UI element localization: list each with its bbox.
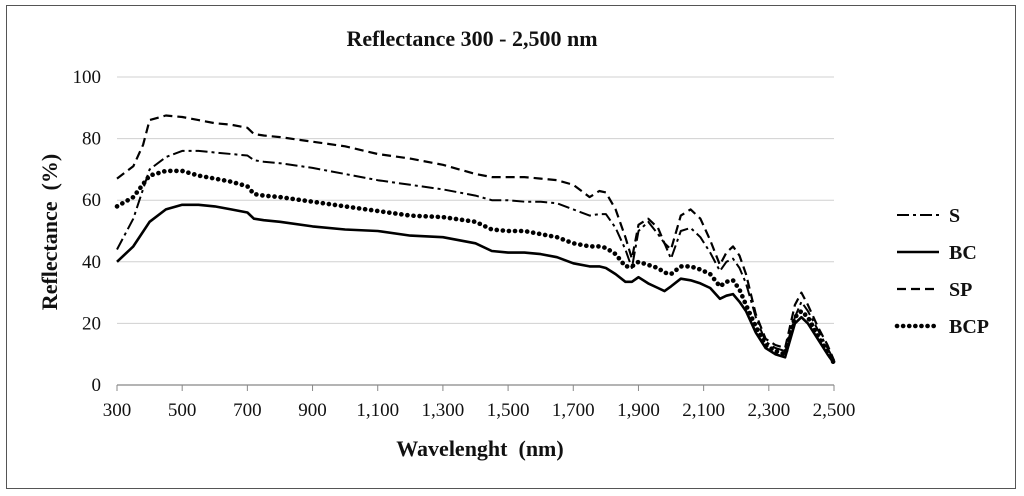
y-tick-label-20: 20 xyxy=(82,313,101,334)
x-axis-label: Wavelenght (nm) xyxy=(396,436,563,461)
x-tick-label-1300: 1,300 xyxy=(422,400,465,421)
x-tick-label-2300: 2,300 xyxy=(747,400,790,421)
y-tick-label-60: 60 xyxy=(82,190,101,211)
x-tick-label-900: 900 xyxy=(298,400,327,421)
y-tick-labels: 0 20 40 60 80 100 xyxy=(73,67,102,396)
axes xyxy=(116,384,835,391)
y-tick-label-0: 0 xyxy=(92,375,102,396)
x-tick-label-1900: 1,900 xyxy=(617,400,660,421)
legend-label-bc: BC xyxy=(949,242,977,264)
x-tick-label-1100: 1,100 xyxy=(356,400,399,421)
series-line-bc xyxy=(116,203,836,365)
x-tick-labels: 300 500 700 900 1,100 1,300 1,500 1,700 1,900 2,1… xyxy=(103,400,856,421)
legend: S BC SP BCP xyxy=(894,205,989,338)
series-line-sp xyxy=(116,114,836,361)
grid-lines xyxy=(117,76,834,324)
series-lines xyxy=(114,114,837,366)
y-tick-label-40: 40 xyxy=(82,252,101,273)
x-tick-label-2100: 2,100 xyxy=(682,400,725,421)
legend-label-bcp: BCP xyxy=(949,316,989,338)
legend-label-s: S xyxy=(949,205,960,227)
x-tick-label-300: 300 xyxy=(103,400,132,421)
y-axis-label: Reflectance (%) xyxy=(37,154,62,310)
x-tick-label-1700: 1,700 xyxy=(552,400,595,421)
x-tick-label-1500: 1,500 xyxy=(487,400,530,421)
chart-frame: Reflectance 300 - 2,500 nm 0 20 40 60 80 100 … xyxy=(6,5,1016,489)
y-tick-label-80: 80 xyxy=(82,129,101,150)
x-tick-label-500: 500 xyxy=(168,400,197,421)
legend-label-sp: SP xyxy=(949,279,972,301)
chart-svg: Reflectance 300 - 2,500 nm 020406080100 … xyxy=(37,26,989,461)
x-tick-label-700: 700 xyxy=(233,400,262,421)
x-tick-label-2500: 2,500 xyxy=(813,400,856,421)
series-line-bcp xyxy=(114,168,837,366)
chart-title: Reflectance 300 - 2,500 nm xyxy=(346,26,597,51)
y-tick-label-100: 100 xyxy=(73,67,102,88)
